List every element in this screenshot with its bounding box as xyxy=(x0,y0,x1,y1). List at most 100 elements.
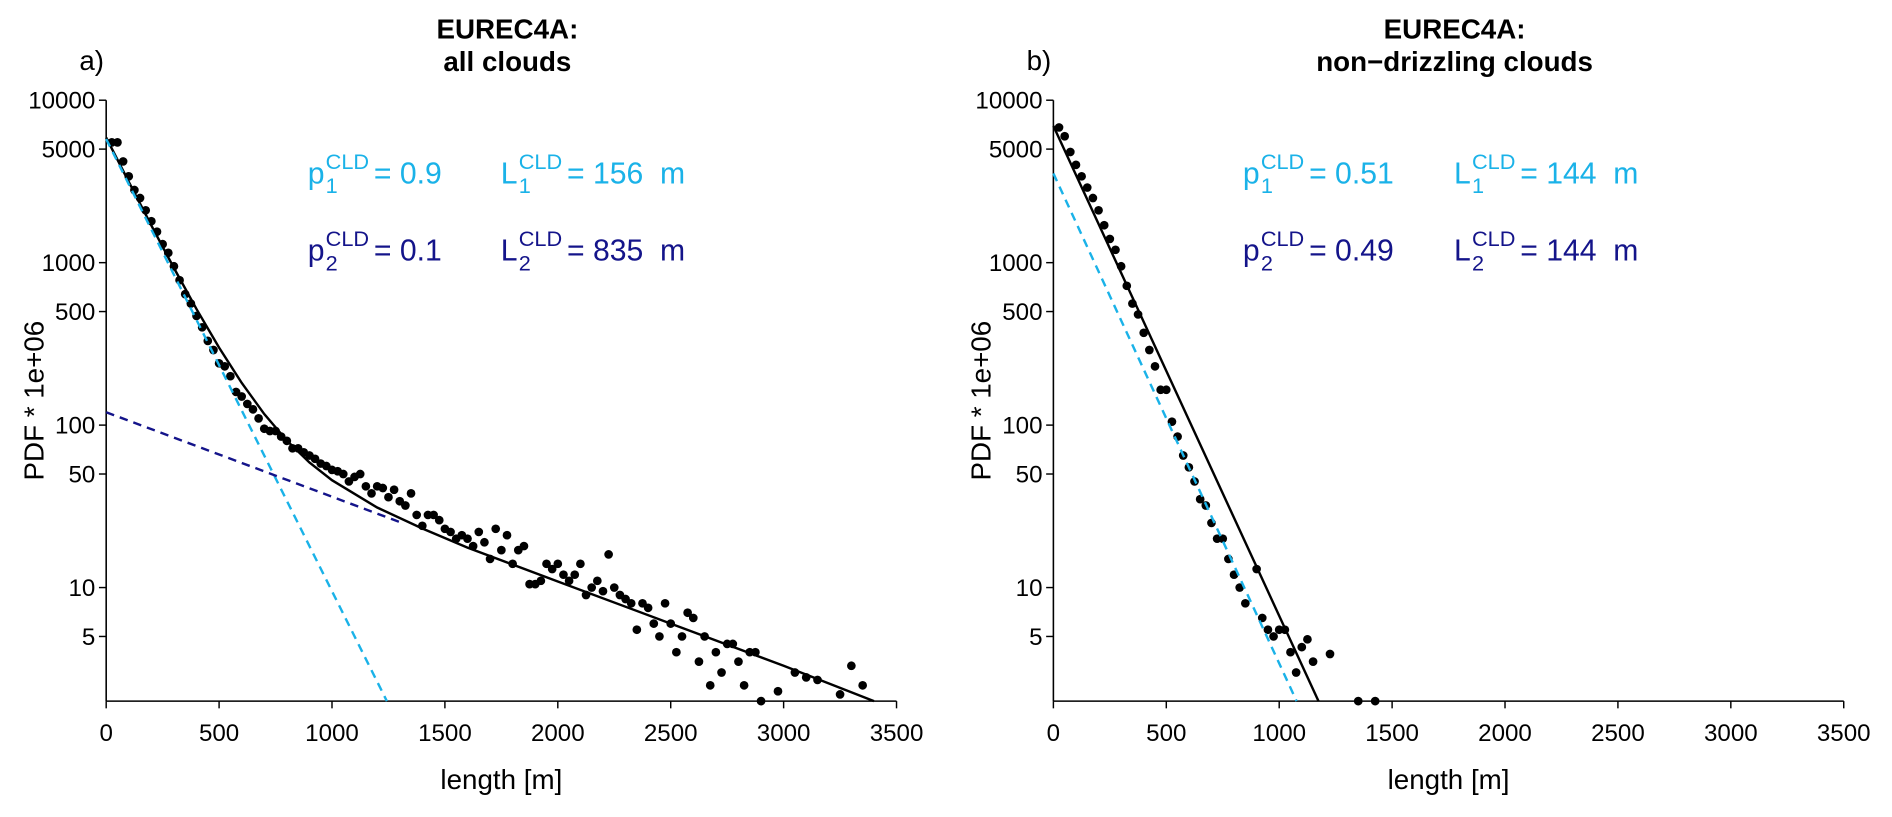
data-point xyxy=(389,485,399,495)
annotation-symbol: L xyxy=(1454,157,1471,190)
fit-line xyxy=(1052,125,1320,702)
x-tick-label: 500 xyxy=(199,720,239,747)
data-point xyxy=(226,371,235,381)
annotation-value: = 0.1 xyxy=(374,235,442,268)
data-point xyxy=(564,576,574,586)
annotation-value: = 156 m xyxy=(567,157,685,190)
fit-line-dashed xyxy=(105,411,401,524)
data-point xyxy=(491,524,501,534)
x-tick-label: 1000 xyxy=(305,720,359,747)
x-tick-label: 500 xyxy=(1146,720,1186,747)
data-point xyxy=(542,559,551,569)
fit-line-dashed xyxy=(105,138,388,702)
annotation-subscript: 1 xyxy=(1472,173,1484,198)
annotation-value: = 144 m xyxy=(1520,235,1638,268)
data-point xyxy=(384,492,393,502)
y-tick-label: 100 xyxy=(55,413,95,440)
data-point xyxy=(1240,598,1250,608)
data-point xyxy=(412,510,422,520)
data-point xyxy=(242,399,252,409)
data-point xyxy=(677,632,687,641)
annotation-value: = 144 m xyxy=(1520,157,1638,190)
data-point xyxy=(1065,147,1075,157)
annotation-symbol: p xyxy=(1243,157,1260,190)
x-tick-label: 1000 xyxy=(1252,720,1306,747)
data-point xyxy=(434,515,444,525)
data-point xyxy=(649,619,659,628)
annotation-subscript: 1 xyxy=(1261,173,1273,198)
x-tick-label: 3500 xyxy=(870,720,924,747)
data-point xyxy=(570,570,580,580)
y-tick-label: 1000 xyxy=(989,250,1043,277)
data-point xyxy=(1082,183,1092,192)
chart-title: all clouds xyxy=(443,46,571,77)
data-point xyxy=(592,576,602,586)
data-point xyxy=(220,362,230,371)
data-point xyxy=(429,510,438,520)
data-point xyxy=(1161,385,1171,395)
data-point xyxy=(576,559,585,569)
data-point xyxy=(717,668,726,677)
annotation-symbol: p xyxy=(308,235,325,268)
data-point xyxy=(660,598,670,608)
data-point xyxy=(1099,220,1109,230)
data-point xyxy=(1353,696,1363,706)
data-point xyxy=(237,392,247,401)
annotation-symbol: L xyxy=(1454,235,1471,268)
annotation-value: = 0.51 xyxy=(1309,157,1394,190)
data-point xyxy=(1111,245,1120,255)
data-point xyxy=(401,501,410,510)
data-point xyxy=(835,690,845,699)
data-point xyxy=(587,583,597,592)
annotation-superscript: CLD xyxy=(519,226,562,251)
data-point xyxy=(858,681,868,690)
data-point xyxy=(118,157,128,166)
annotation-superscript: CLD xyxy=(326,226,369,251)
y-axis-label: PDF * 1e+06 xyxy=(18,321,49,481)
data-point xyxy=(604,550,613,559)
annotation-symbol: p xyxy=(1243,235,1260,268)
data-point xyxy=(598,586,608,596)
chart-title: non−drizzling clouds xyxy=(1316,46,1593,77)
x-tick-label: 1500 xyxy=(418,720,472,747)
annotation-superscript: CLD xyxy=(1261,149,1304,174)
x-tick-label: 3000 xyxy=(757,720,811,747)
y-tick-label: 5 xyxy=(1029,624,1042,651)
data-point xyxy=(1150,362,1160,371)
y-axis-label: PDF * 1e+06 xyxy=(966,321,997,481)
data-point xyxy=(1370,696,1380,706)
x-tick-label: 1500 xyxy=(1365,720,1419,747)
data-point xyxy=(1060,131,1070,141)
annotation-subscript: 1 xyxy=(519,173,531,198)
y-tick-label: 500 xyxy=(55,299,95,326)
data-point xyxy=(1218,534,1228,544)
annotation-symbol: L xyxy=(501,157,518,190)
data-point xyxy=(547,564,557,574)
data-point xyxy=(1145,345,1154,355)
data-point xyxy=(683,608,692,618)
data-point xyxy=(553,559,563,569)
data-point xyxy=(1257,613,1267,623)
y-tick-label: 10000 xyxy=(28,88,95,115)
annotation-value: = 0.49 xyxy=(1309,235,1394,268)
data-point xyxy=(655,632,664,641)
data-point xyxy=(446,527,455,537)
data-point xyxy=(688,613,698,623)
data-point xyxy=(609,583,619,592)
chart-title: EUREC4A: xyxy=(1384,14,1526,45)
chart-title: EUREC4A: xyxy=(436,14,578,45)
data-point xyxy=(1286,647,1295,657)
x-tick-label: 2000 xyxy=(531,720,585,747)
annotation-superscript: CLD xyxy=(326,149,369,174)
data-point xyxy=(632,625,642,635)
data-point xyxy=(1269,632,1278,641)
annotation-subscript: 2 xyxy=(1261,250,1273,275)
fit-line xyxy=(105,137,875,703)
data-point xyxy=(1297,642,1307,652)
data-point xyxy=(694,657,704,666)
y-tick-label: 10000 xyxy=(975,88,1042,115)
data-point xyxy=(672,647,681,657)
